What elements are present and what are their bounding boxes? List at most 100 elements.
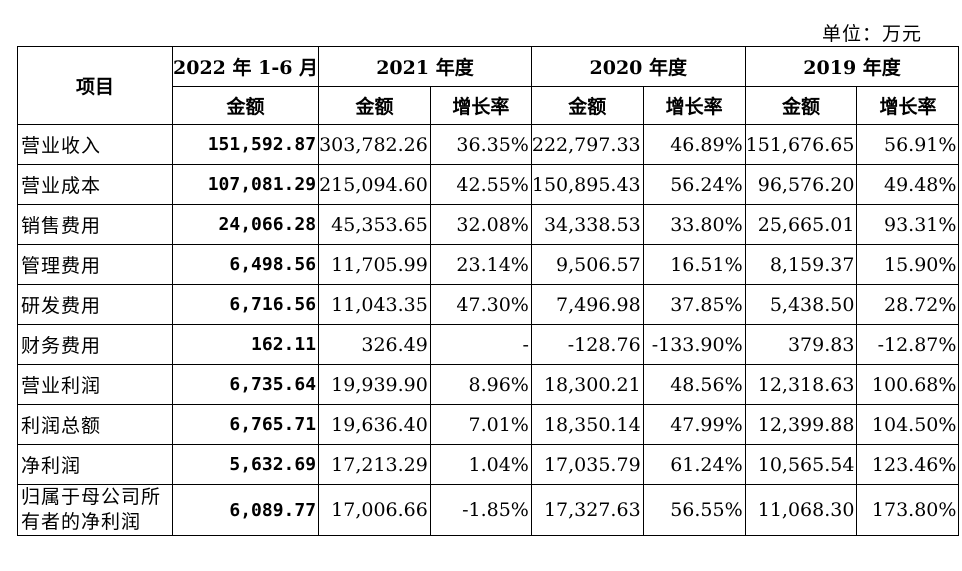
- growth-2020-cell: 61.24%: [642, 444, 746, 485]
- amount-2021-cell: 11,705.99: [318, 244, 431, 285]
- table-row: 净利润 5,632.69 17,213.29 1.04% 17,035.79 61.24%…: [17, 444, 960, 485]
- financial-table: 项目 2022 年 1-6 月 2021 年度 2020 年度 2019 年度 …: [17, 46, 960, 536]
- amount-2019-cell: 379.83: [744, 324, 858, 365]
- amount-2022h1-cell: 107,081.29: [171, 164, 320, 205]
- amount-2019-cell: 8,159.37: [744, 244, 858, 285]
- amount-2021-cell: 19,636.40: [318, 404, 431, 445]
- amount-2021-cell: 45,353.65: [318, 204, 431, 245]
- amount-2019-cell: 10,565.54: [744, 444, 858, 485]
- table-row: 利润总额 6,765.71 19,636.40 7.01% 18,350.14 47.99…: [17, 404, 960, 445]
- amount-2019-cell: 12,318.63: [744, 364, 858, 405]
- growth-2021-cell: -: [429, 324, 532, 365]
- growth-2019-cell: 123.46%: [856, 444, 960, 485]
- amount-2020-cell: 17,035.79: [530, 444, 644, 485]
- table-row: 销售费用 24,066.28 45,353.65 32.08% 34,338.53 33.…: [17, 204, 960, 245]
- amount-2021-cell: 11,043.35: [318, 284, 431, 325]
- growth-2020-cell: 16.51%: [642, 244, 746, 285]
- amount-2022h1-cell: 5,632.69: [171, 444, 320, 485]
- row-label: 销售费用: [17, 204, 173, 245]
- growth-2020-cell: 33.80%: [642, 204, 746, 245]
- growth-header: 增长率: [856, 86, 960, 125]
- amount-2020-cell: -128.76: [530, 324, 644, 365]
- amount-2020-cell: 34,338.53: [530, 204, 644, 245]
- growth-2019-cell: 93.31%: [856, 204, 960, 245]
- amount-2021-cell: 215,094.60: [318, 164, 431, 205]
- row-label: 营业利润: [17, 364, 173, 405]
- row-label: 研发费用: [17, 284, 173, 325]
- growth-2019-cell: 100.68%: [856, 364, 960, 405]
- table-row: 研发费用 6,716.56 11,043.35 47.30% 7,496.98 37.85…: [17, 284, 960, 325]
- amount-2020-cell: 9,506.57: [530, 244, 644, 285]
- growth-2021-cell: 36.35%: [429, 124, 532, 165]
- growth-2020-cell: 56.55%: [642, 484, 746, 536]
- table-row: 营业成本 107,081.29 215,094.60 42.55% 150,895.43…: [17, 164, 960, 205]
- header-row-periods: 项目 2022 年 1-6 月 2021 年度 2020 年度 2019 年度: [17, 46, 960, 125]
- amount-2019-cell: 5,438.50: [744, 284, 858, 325]
- item-column-header: 项目: [17, 46, 173, 125]
- row-label: 营业收入: [17, 124, 173, 165]
- row-label: 管理费用: [17, 244, 173, 285]
- growth-2021-cell: 8.96%: [429, 364, 532, 405]
- row-label: 财务费用: [17, 324, 173, 365]
- amount-2022h1-cell: 6,089.77: [171, 484, 320, 536]
- growth-2020-cell: -133.90%: [642, 324, 746, 365]
- amount-2021-cell: 303,782.26: [318, 124, 431, 165]
- amount-2020-cell: 17,327.63: [530, 484, 644, 536]
- amount-2021-cell: 19,939.90: [318, 364, 431, 405]
- growth-header: 增长率: [429, 86, 532, 125]
- growth-2020-cell: 47.99%: [642, 404, 746, 445]
- header-row-metrics: 金额 金额 增长率 金额 增长率 金额 增长率: [18, 86, 960, 125]
- amount-2019-cell: 11,068.30: [744, 484, 858, 536]
- amount-2020-cell: 18,300.21: [530, 364, 644, 405]
- growth-2019-cell: 56.91%: [856, 124, 960, 165]
- amount-2022h1-cell: 6,716.56: [171, 284, 320, 325]
- growth-2021-cell: 1.04%: [429, 444, 532, 485]
- growth-2020-cell: 48.56%: [642, 364, 746, 405]
- amount-2021-cell: 326.49: [318, 324, 431, 365]
- growth-2019-cell: -12.87%: [856, 324, 960, 365]
- growth-2020-cell: 46.89%: [642, 124, 746, 165]
- amount-2022h1-cell: 162.11: [171, 324, 320, 365]
- amount-2022h1-cell: 151,592.87: [171, 124, 320, 165]
- growth-2021-cell: 32.08%: [429, 204, 532, 245]
- amount-2019-cell: 96,576.20: [744, 164, 858, 205]
- amount-header: 金额: [171, 86, 320, 125]
- table-header: 项目 2022 年 1-6 月 2021 年度 2020 年度 2019 年度 …: [17, 46, 960, 125]
- amount-header: 金额: [744, 86, 858, 125]
- table-row: 财务费用 162.11 326.49- -128.76 -133.90% 379.83 -1…: [17, 324, 960, 365]
- row-label: 归属于母公司所有者的净利润: [17, 484, 173, 536]
- row-label: 营业成本: [17, 164, 173, 205]
- amount-2022h1-cell: 24,066.28: [171, 204, 320, 245]
- period-header-2021: 2021 年度: [318, 46, 532, 87]
- table-row: 营业收入 151,592.87 303,782.26 36.35% 222,797.33…: [17, 124, 960, 165]
- period-header-2020: 2020 年度: [530, 46, 746, 87]
- amount-2020-cell: 150,895.43: [530, 164, 644, 205]
- growth-2021-cell: -1.85%: [429, 484, 532, 536]
- table-row: 营业利润 6,735.64 19,939.90 8.96% 18,300.21 48.56…: [17, 364, 960, 405]
- amount-2022h1-cell: 6,765.71: [171, 404, 320, 445]
- amount-2019-cell: 12,399.88: [744, 404, 858, 445]
- growth-2019-cell: 15.90%: [856, 244, 960, 285]
- growth-2019-cell: 49.48%: [856, 164, 960, 205]
- table-row: 管理费用 6,498.56 11,705.99 23.14% 9,506.57 16.51…: [17, 244, 960, 285]
- amount-2020-cell: 18,350.14: [530, 404, 644, 445]
- amount-2022h1-cell: 6,498.56: [171, 244, 320, 285]
- amount-header: 金额: [530, 86, 644, 125]
- growth-2019-cell: 104.50%: [856, 404, 960, 445]
- growth-2019-cell: 173.80%: [856, 484, 960, 536]
- table-row: 归属于母公司所有者的净利润 6,089.77 17,006.66 -1.85% 17,3…: [17, 484, 960, 536]
- amount-2020-cell: 7,496.98: [530, 284, 644, 325]
- growth-2021-cell: 42.55%: [429, 164, 532, 205]
- amount-header: 金额: [318, 86, 431, 125]
- row-label: 利润总额: [17, 404, 173, 445]
- amount-2021-cell: 17,213.29: [318, 444, 431, 485]
- unit-label: 单位：万元: [821, 23, 922, 45]
- amount-2020-cell: 222,797.33: [530, 124, 644, 165]
- growth-2021-cell: 47.30%: [429, 284, 532, 325]
- growth-2020-cell: 56.24%: [642, 164, 746, 205]
- amount-2022h1-cell: 6,735.64: [171, 364, 320, 405]
- growth-2019-cell: 28.72%: [856, 284, 960, 325]
- growth-header: 增长率: [642, 86, 746, 125]
- period-header-2019: 2019 年度: [744, 46, 960, 87]
- amount-2019-cell: 25,665.01: [744, 204, 858, 245]
